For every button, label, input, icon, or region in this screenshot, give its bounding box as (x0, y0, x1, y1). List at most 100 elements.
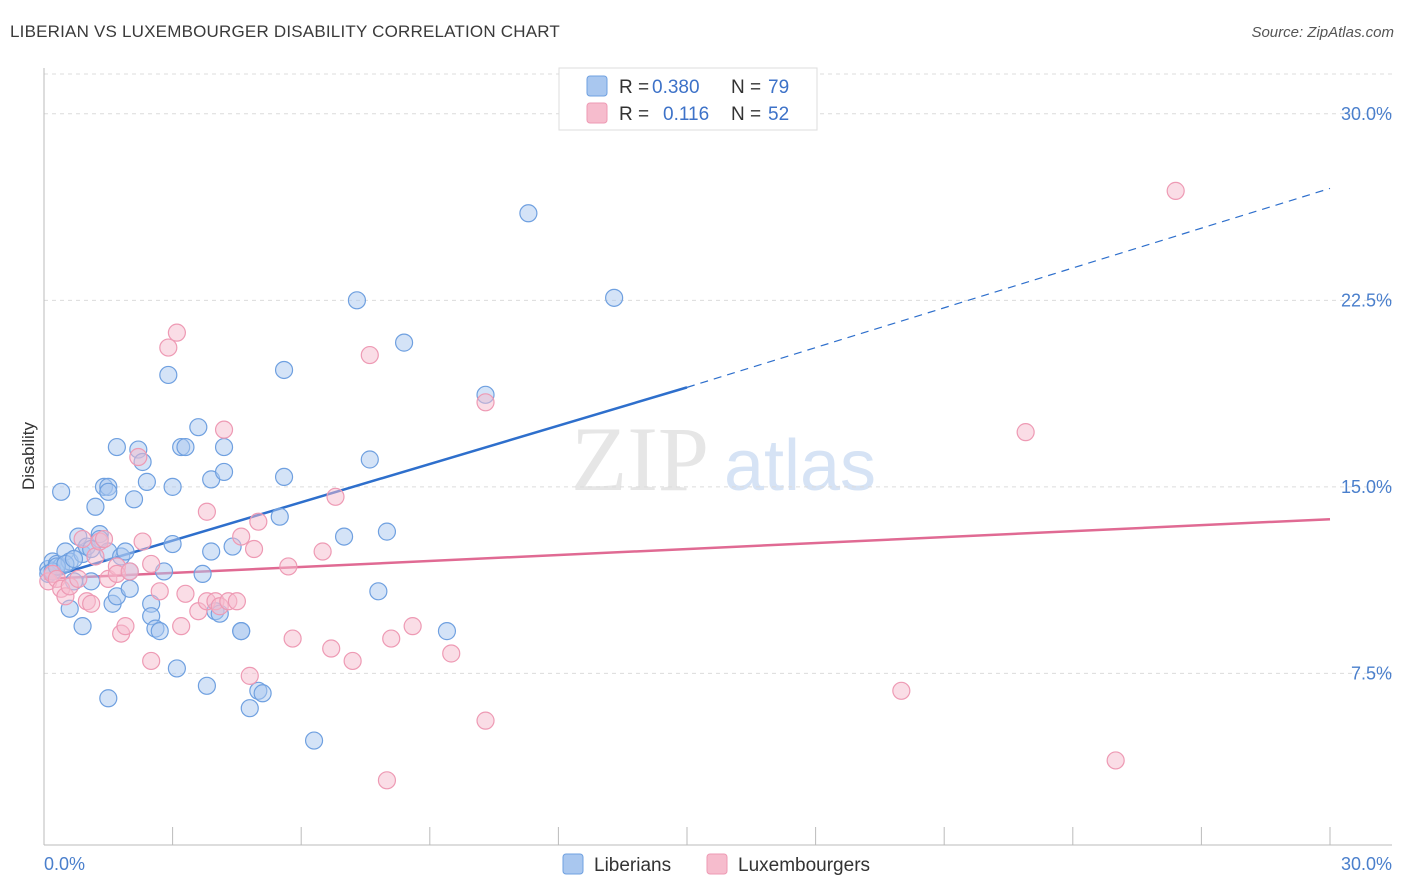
scatter-point-luxembourgers (1016, 423, 1035, 442)
scatter-point-liberians (163, 477, 182, 496)
scatter-point-liberians (232, 622, 251, 641)
scatter-point-liberians (377, 522, 397, 541)
scatter-point-luxembourgers (279, 557, 298, 576)
trend-line-luxembourgers (43, 517, 1331, 581)
chart-title: LIBERIAN VS LUXEMBOURGER DISABILITY CORR… (10, 22, 561, 41)
legend-bottom: Liberians Luxembourgers (562, 853, 870, 876)
scatter-point-liberians (73, 617, 92, 636)
scatter-point-liberians (116, 542, 135, 561)
legend-top: R = 0.380 N = 79 R = 0.116 N = 52 (558, 67, 818, 131)
scatter-point-liberians (347, 291, 367, 310)
y-tick-label: 22.5% (1341, 290, 1392, 310)
legend-n-value-2: 52 (768, 104, 789, 125)
legend-r-value-2: 0.116 (663, 104, 709, 125)
scatter-point-liberians (137, 472, 156, 491)
scatter-point-luxembourgers (116, 617, 135, 636)
scatter-point-luxembourgers (167, 323, 186, 342)
scatter-point-liberians (86, 497, 105, 516)
scatter-point-liberians (197, 676, 216, 695)
scatter-point-luxembourgers (133, 532, 152, 551)
scatter-point-liberians (214, 462, 234, 482)
scatter-point-liberians (519, 204, 538, 223)
scatter-point-luxembourgers (129, 447, 148, 467)
scatter-point-liberians (369, 582, 388, 601)
legend-bottom-swatch-luxembourgers (706, 853, 728, 875)
scatter-point-luxembourgers (442, 644, 461, 663)
scatter-point-luxembourgers (240, 666, 259, 685)
y-tick-label: 7.5% (1351, 663, 1392, 683)
legend-swatch-liberians (586, 75, 608, 97)
scatter-point-luxembourgers (1166, 181, 1185, 200)
scatter-point-luxembourgers (476, 711, 495, 730)
scatter-point-luxembourgers (69, 569, 88, 588)
trend-line-liberians (43, 386, 688, 581)
legend-n-value-1: 79 (768, 77, 789, 98)
scatter-point-luxembourgers (326, 487, 345, 506)
scatter-point-liberians (437, 622, 457, 641)
scatter-point-liberians (64, 549, 84, 569)
trend-line-extension-liberians (686, 187, 1331, 388)
scatter-point-luxembourgers (476, 393, 495, 412)
scatter-point-luxembourgers (73, 529, 92, 549)
y-tick-labels: 7.5% 15.0% 22.5% 30.0% (1341, 104, 1392, 684)
x-tick-label: 0.0% (44, 854, 85, 874)
scatter-point-liberians (240, 699, 259, 718)
scatter-point-liberians (334, 527, 354, 546)
y-tick-label: 30.0% (1341, 104, 1392, 124)
legend-swatch-luxembourgers (586, 102, 608, 124)
axes (43, 68, 1392, 846)
scatter-point-liberians (253, 684, 272, 703)
scatter-point-liberians (202, 542, 221, 561)
scatter-point-luxembourgers (142, 651, 161, 671)
trend-lines (43, 187, 1331, 581)
legend-n-label-2: N = (731, 104, 761, 125)
legend-bottom-swatch-liberians (562, 853, 584, 875)
legend-n-label-1: N = (731, 77, 761, 98)
scatter-point-luxembourgers (232, 527, 251, 546)
scatter-point-liberians (150, 622, 169, 641)
scatter-point-liberians (189, 418, 208, 437)
scatter-point-liberians (124, 490, 144, 509)
scatter-point-luxembourgers (197, 502, 216, 521)
scatter-point-luxembourgers (249, 512, 268, 531)
scatter-point-luxembourgers (142, 554, 161, 574)
scatter-point-liberians (176, 437, 195, 457)
scatter-point-liberians (99, 482, 118, 501)
scatter-point-luxembourgers (322, 639, 341, 658)
x-tick-label: 30.0% (1341, 854, 1392, 874)
scatter-point-luxembourgers (892, 681, 911, 700)
scatter-point-liberians (360, 450, 379, 469)
scatter-point-luxembourgers (86, 547, 105, 566)
scatter-point-luxembourgers (377, 771, 397, 790)
scatter-point-luxembourgers (159, 338, 178, 357)
grid-lines (44, 73, 1392, 674)
scatter-point-luxembourgers (403, 617, 422, 636)
scatter-point-liberians (167, 659, 186, 678)
y-tick-label: 15.0% (1341, 477, 1392, 497)
scatter-point-luxembourgers (214, 420, 234, 439)
legend-r-value-1: 0.380 (652, 77, 700, 98)
scatter-point-luxembourgers (227, 592, 246, 611)
scatter-point-liberians (394, 333, 414, 352)
scatter-point-luxembourgers (283, 629, 302, 648)
scatter-point-luxembourgers (382, 629, 401, 648)
legend-bottom-label-liberians: Liberians (594, 855, 671, 876)
scatter-point-luxembourgers (172, 617, 191, 636)
legend-r-label-2: R = (619, 104, 649, 125)
scatter-point-liberians (605, 288, 624, 307)
scatter-point-luxembourgers (120, 562, 139, 581)
x-tick-labels: 0.0% 30.0% (44, 854, 1392, 874)
chart-source: Source: ZipAtlas.com (1251, 24, 1394, 41)
scatter-point-luxembourgers (82, 594, 101, 613)
scatter-point-luxembourgers (360, 345, 379, 365)
scatter-point-liberians (214, 437, 234, 457)
scatter-point-luxembourgers (1106, 751, 1125, 770)
scatter-point-liberians (120, 579, 139, 598)
scatter-point-liberians (107, 437, 126, 457)
scatter-point-liberians (99, 689, 118, 708)
scatter-point-luxembourgers (343, 651, 362, 671)
scatter-point-luxembourgers (244, 539, 264, 559)
legend-r-label-1: R = (619, 77, 649, 98)
scatter-point-luxembourgers (150, 582, 169, 601)
